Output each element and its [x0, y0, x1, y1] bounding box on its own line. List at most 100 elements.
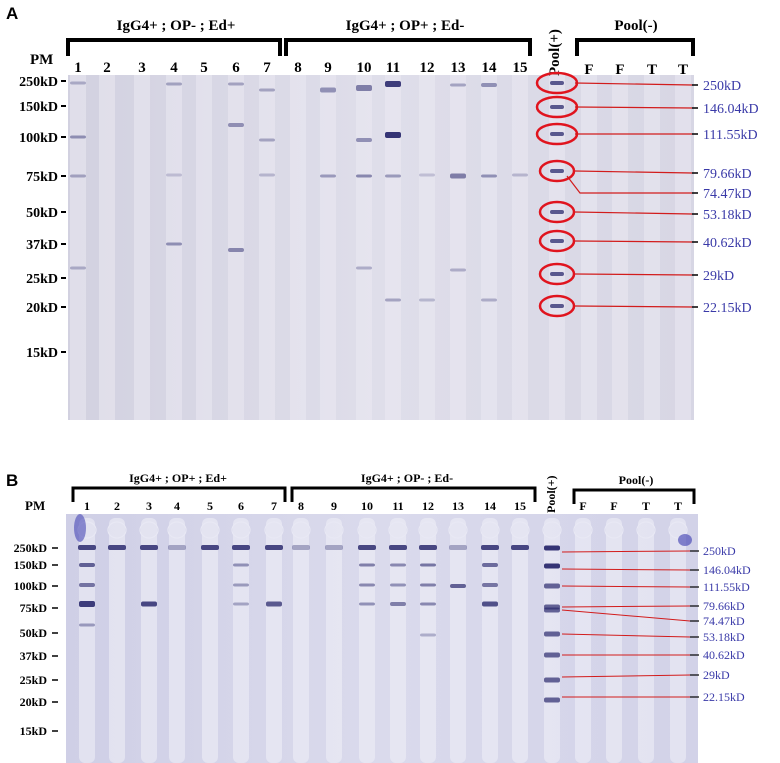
marker-label: 50kD [20, 626, 48, 640]
annotation-label: 111.55kD [703, 580, 750, 594]
panel-b-annotation-lines [561, 550, 699, 698]
marker-label: 15kD [26, 346, 58, 361]
lane-number: 12 [420, 60, 435, 76]
artifact [678, 534, 692, 546]
well [107, 521, 127, 539]
well [139, 521, 159, 539]
band [420, 563, 436, 567]
lane-number: 7 [263, 60, 271, 76]
panel-b-lanes [77, 518, 688, 763]
band-circle [538, 229, 576, 253]
pool-band [550, 81, 564, 85]
band [292, 545, 310, 550]
annotation-label: 111.55kD [703, 128, 758, 143]
lane-strip [450, 518, 466, 763]
pool-band [544, 697, 560, 703]
lane-number: F [584, 62, 593, 78]
lane-strip [606, 518, 622, 763]
annotation-label: 22.15kD [703, 690, 745, 704]
band [265, 545, 283, 550]
annotation-label: 79.66kD [703, 167, 752, 182]
lane-strip [233, 518, 249, 763]
band [482, 583, 498, 587]
band [358, 545, 376, 550]
band [201, 545, 219, 550]
annotation-label: 250kD [703, 544, 736, 558]
panel-a-bracket-1 [66, 38, 282, 56]
annotation-label: 29kD [703, 269, 734, 284]
band [385, 132, 401, 138]
annotation-label: 146.04kD [703, 102, 759, 117]
band [233, 583, 249, 587]
annotation-line [561, 568, 691, 571]
marker-label: 250kD [19, 75, 58, 90]
band [481, 298, 497, 302]
marker-label: 100kD [19, 131, 58, 146]
lane-number: F [579, 499, 586, 513]
lane-number: 4 [170, 60, 178, 76]
band [450, 83, 466, 87]
band [356, 138, 372, 142]
lane-number: 8 [294, 60, 302, 76]
band [481, 545, 499, 550]
marker-label: 15kD [20, 724, 48, 738]
band [389, 545, 407, 550]
lane-number: 2 [103, 60, 111, 76]
pool-band [550, 169, 564, 173]
marker-label: 150kD [14, 558, 48, 572]
panel-a-group-1-label: IgG4+ ; OP- ; Ed+ [117, 18, 236, 34]
lane-number: 6 [232, 60, 240, 76]
band [481, 83, 497, 87]
lane-strip [228, 75, 244, 420]
lane-strip [293, 518, 309, 763]
band [228, 123, 244, 127]
lane-strip [581, 75, 597, 420]
lane-number: 2 [114, 499, 120, 513]
annotation-line [561, 674, 691, 678]
well [324, 521, 344, 539]
panel-b-bands [74, 514, 692, 703]
band [70, 135, 86, 139]
band [79, 623, 95, 627]
panel-a-bracket-2 [284, 38, 532, 56]
panel-b-pool-neg-label: Pool(-) [619, 473, 654, 487]
lane-number: 8 [298, 499, 304, 513]
annotation-line [574, 211, 693, 215]
pool-band [550, 105, 564, 109]
panel-b-letter: B [6, 471, 18, 490]
lane-strip [612, 75, 628, 420]
lane-number: 13 [452, 499, 464, 513]
band [232, 545, 250, 550]
well [291, 521, 311, 539]
lane-strip [266, 518, 282, 763]
panel-a-letter: A [6, 4, 18, 23]
band [320, 174, 336, 178]
band [166, 82, 182, 86]
band [320, 87, 336, 93]
annotation-line [561, 585, 691, 588]
lane-number: 3 [138, 60, 146, 76]
band [390, 563, 406, 567]
lane-number: 9 [331, 499, 337, 513]
pool-band [550, 132, 564, 136]
panel-a-group-2-label: IgG4+ ; OP+ ; Ed- [346, 18, 465, 34]
well [264, 521, 284, 539]
annotation-line [574, 305, 693, 308]
band [356, 85, 372, 91]
lane-strip [512, 518, 528, 763]
panel-b-bracket-2 [290, 486, 537, 502]
band [356, 266, 372, 270]
marker-label: 37kD [26, 238, 58, 253]
lane-strip [450, 75, 466, 420]
panel-b-lane-numbers: 1 2 3 4 5 6 7 8 9 10 11 12 13 14 15 F F T T [84, 499, 682, 513]
band [420, 602, 436, 606]
lane-strip [169, 518, 185, 763]
band [228, 82, 244, 86]
band [420, 633, 436, 637]
panel-a-pool-neg-label: Pool(-) [614, 18, 657, 34]
lane-strip [419, 75, 435, 420]
annotation-line [561, 605, 691, 608]
lane-strip [134, 75, 150, 420]
